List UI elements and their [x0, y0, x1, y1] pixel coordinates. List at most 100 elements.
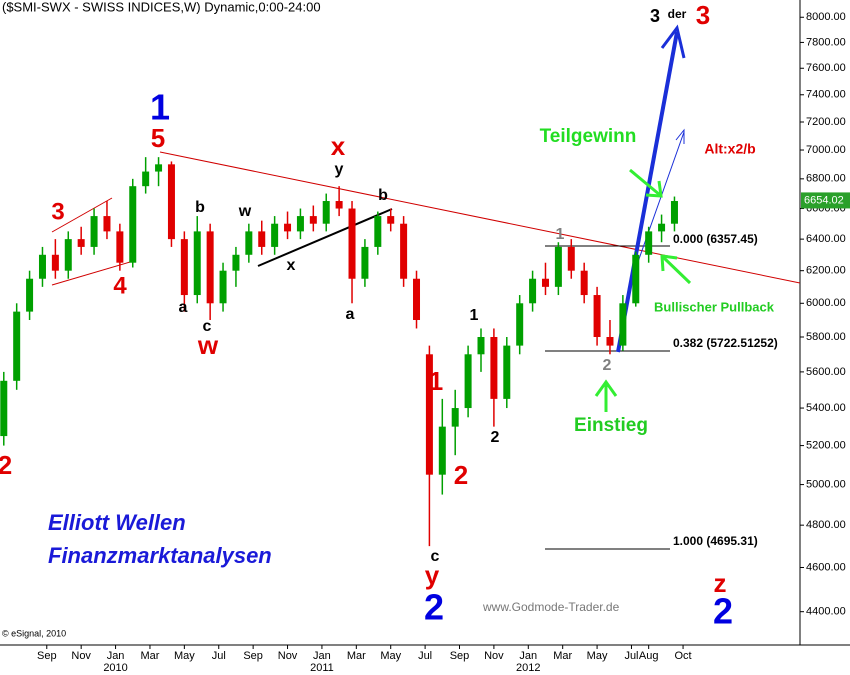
- annotation: y: [335, 161, 344, 178]
- brand: Finanzmarktanalysen: [48, 543, 272, 568]
- x-tick-label: Mar: [347, 650, 366, 662]
- y-tick-label: 8000.00: [806, 11, 846, 23]
- arrow-head: [660, 24, 686, 59]
- x-tick-label: Nov: [484, 650, 504, 662]
- x-tick-label: Jul: [624, 650, 638, 662]
- y-tick-label: 4600.00: [806, 561, 846, 573]
- annotation: x: [331, 131, 346, 161]
- candle-body: [167, 164, 175, 240]
- x-tick-label: Jan: [313, 650, 331, 662]
- annotation: 3: [650, 6, 660, 26]
- y-tick-label: 7800.00: [806, 36, 846, 48]
- candle-body: [193, 231, 201, 296]
- x-tick-label: Mar: [553, 650, 572, 662]
- x-tick-label: Sep: [243, 650, 263, 662]
- y-tick-label: 7600.00: [806, 62, 846, 74]
- candle-body: [116, 231, 124, 263]
- annotation: 2: [713, 591, 733, 632]
- annotation: 1: [470, 307, 479, 324]
- annotation: 2: [454, 460, 468, 490]
- candle-body: [142, 171, 150, 187]
- y-tick-label: 7400.00: [806, 89, 846, 101]
- candle-body: [26, 278, 34, 312]
- candle-body: [103, 216, 111, 232]
- annotation: 4: [113, 272, 127, 299]
- annotation: 3: [51, 198, 64, 225]
- candle-body: [284, 223, 292, 232]
- candle-body: [567, 246, 575, 271]
- x-tick-label: Aug: [639, 650, 659, 662]
- trend-line: [257, 208, 393, 267]
- candle-body: [580, 270, 588, 296]
- y-tick-label: 6800.00: [806, 173, 846, 185]
- arrow: [594, 168, 692, 412]
- y-tick-label: 4800.00: [806, 519, 846, 531]
- x-tick-label: Sep: [37, 650, 57, 662]
- candle-body: [38, 254, 46, 279]
- y-tick-label: 5400.00: [806, 402, 846, 414]
- annotation: 2: [0, 450, 12, 480]
- annotation: Alt:x2/b: [704, 141, 755, 157]
- y-tick-label: 7200.00: [806, 116, 846, 128]
- candle-body: [258, 231, 266, 247]
- x-tick-label: May: [174, 650, 195, 662]
- annotation: 2: [424, 587, 444, 628]
- x-tick-label: Mar: [140, 650, 159, 662]
- annotation: a: [346, 306, 355, 323]
- candle-body: [309, 216, 317, 224]
- candle-body: [322, 201, 330, 224]
- annotation: x: [287, 257, 296, 274]
- chart-title: ($SMI-SWX - SWISS INDICES,W) Dynamic,0:0…: [2, 0, 321, 14]
- candle-body: [219, 270, 227, 304]
- annotation: w: [197, 330, 219, 360]
- annotation: y: [425, 560, 440, 590]
- candle-body: [51, 254, 59, 271]
- x-tick-label: May: [380, 650, 401, 662]
- annotation: Einstieg: [574, 415, 648, 436]
- x-tick-label: Nov: [71, 650, 91, 662]
- x-tick-label: May: [587, 650, 608, 662]
- candle-body: [232, 254, 240, 271]
- annotation: c: [203, 318, 212, 335]
- annotation: Teilgewinn: [540, 126, 637, 147]
- annotation: 0.000 (6357.45): [673, 232, 758, 246]
- annotation: 1: [429, 366, 443, 396]
- candle-body: [658, 223, 666, 232]
- candle-body: [490, 337, 498, 399]
- candle-body: [374, 216, 382, 247]
- candle-body: [129, 186, 137, 263]
- y-tick-label: 6200.00: [806, 265, 846, 277]
- candle-body: [361, 246, 369, 279]
- candle-body: [593, 295, 601, 338]
- channel-line: [51, 261, 131, 286]
- projection-arrow: [616, 31, 679, 353]
- candle-body: [77, 239, 85, 247]
- y-tick-label: 5000.00: [806, 478, 846, 490]
- annotation: a: [179, 299, 188, 316]
- x-tick-label: Jul: [418, 650, 432, 662]
- annotation: Bullischer Pullback: [654, 299, 775, 314]
- candle-body: [503, 345, 511, 399]
- annotation: 2: [491, 429, 500, 446]
- annotation: 3: [696, 0, 710, 30]
- annotation: 1.000 (4695.31): [673, 534, 758, 548]
- annotation: 1: [556, 226, 565, 243]
- x-tick-label: Oct: [674, 650, 691, 662]
- candle-body: [529, 278, 537, 304]
- x-tick-label: Jan: [519, 650, 537, 662]
- candle-body: [90, 216, 98, 247]
- candle-body: [296, 216, 304, 232]
- candle-body: [670, 201, 678, 224]
- y-tick-label: 4400.00: [806, 606, 846, 618]
- candle-body: [413, 278, 421, 321]
- annotation: 2: [603, 357, 612, 374]
- candle-body: [400, 223, 408, 279]
- candle-body: [632, 254, 640, 304]
- x-tick-label: Jan: [107, 650, 125, 662]
- candle-body: [155, 164, 163, 172]
- candle-body: [271, 223, 279, 247]
- candle-body: [645, 231, 653, 255]
- annotation: b: [195, 199, 205, 216]
